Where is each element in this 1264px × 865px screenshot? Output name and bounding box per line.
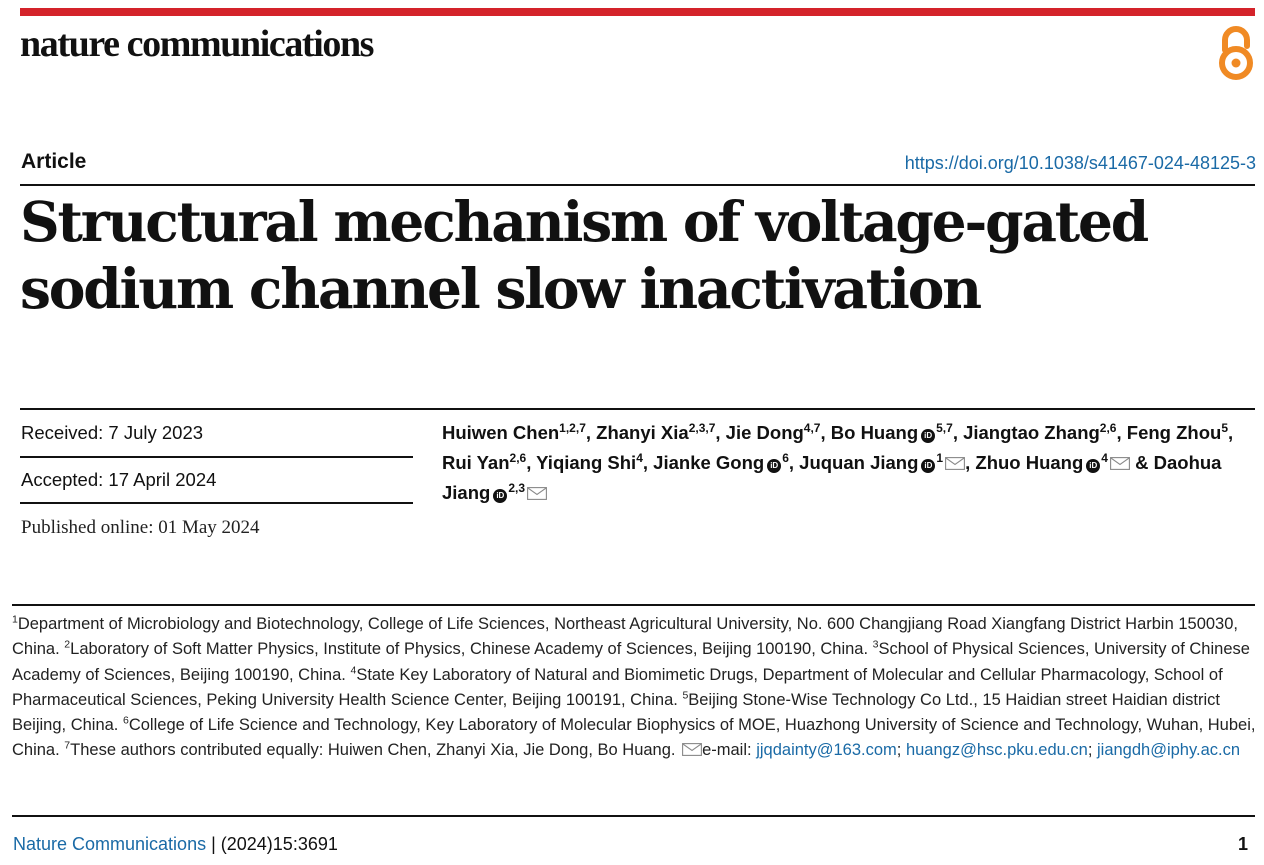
published-date: Published online: 01 May 2024 [21,517,260,538]
email-icon[interactable] [1110,457,1130,470]
author-name: Zhanyi Xia [596,422,689,443]
author-name: Yiqiang Shi [536,452,637,473]
journal-name: nature communications [20,23,374,65]
author-affiliation-ref: 2,6 [509,450,527,465]
email-link[interactable]: huangz@hsc.pku.edu.cn [905,741,1088,760]
orcid-icon[interactable]: iD [921,459,936,473]
affiliation-number: 4 [350,664,357,677]
journal-accent-bar [20,8,1255,16]
affiliation-text: These authors contributed equally: Huiwe… [70,741,676,760]
orcid-icon[interactable]: iD [921,429,936,443]
affiliation-text: Laboratory of Soft Matter Physics, Insti… [70,640,869,659]
author: Feng Zhou5 [1127,422,1228,443]
author-name: Rui Yan [442,452,510,473]
orcid-icon[interactable]: iD [1086,459,1101,473]
affiliation-number: 5 [682,689,689,702]
author-name: Jie Dong [725,422,804,443]
author-affiliation-ref: 4 [1101,450,1108,465]
author-affiliation-ref: 4 [636,450,643,465]
email-label: e-mail: [702,741,752,760]
author-affiliation-ref: 5,7 [936,420,953,435]
author-name: Bo Huang [830,422,919,443]
divider [12,604,1255,606]
affiliation-text: Department of Microbiology and Biotechno… [12,615,1238,659]
divider [20,502,413,504]
email-icon[interactable] [527,487,547,500]
email-icon[interactable] [945,457,966,470]
author-name: Huiwen Chen [442,422,560,443]
affiliation-number: 6 [123,714,129,727]
email-link[interactable]: jiangdh@iphy.ac.cn [1097,741,1241,760]
author: Daohua Jiang iD2,3 [442,452,1221,503]
author-affiliation-ref: 2,3,7 [688,420,716,435]
email-link[interactable]: jjqdainty@163.com [756,741,897,760]
affiliation-text: State Key Laboratory of Natural and Biom… [12,665,1223,709]
affiliation-text: College of Life Science and Technology, … [12,716,1256,760]
author: Zhanyi Xia2,3,7 [596,422,715,443]
author: Yiqiang Shi4 [536,452,643,473]
orcid-icon[interactable]: iD [767,459,782,473]
page-number: 1 [1237,834,1248,854]
author-affiliation-ref: 1,2,7 [559,420,586,435]
author-affiliation-ref: 1 [936,450,944,465]
footer-journal-link[interactable]: Nature Communications [13,834,207,854]
author: Jiangtao Zhang2,6 [963,422,1116,443]
author-affiliation-ref: 2,3 [508,480,526,495]
author-name: Juquan Jiang [799,452,919,473]
author: Rui Yan2,6 [442,452,526,473]
author: Bo Huang iD5,7 [831,422,953,443]
open-access-lock-icon [1219,26,1253,80]
author-affiliation-ref: 2,6 [1099,420,1117,435]
author-name: Daohua Jiang [442,452,1222,503]
title-line-2: sodium channel slow inactivation [20,256,982,321]
author-affiliation-ref: 4,7 [803,420,821,435]
footer-citation: Nature Communications | (2024)15:3691 [13,834,338,854]
divider [12,815,1255,817]
affiliation-text: School of Physical Sciences, University … [12,640,1250,684]
author: Jie Dong4,7 [726,422,821,443]
affiliation-number: 2 [64,638,71,651]
divider [20,184,1255,186]
title-line-1: Structural mechanism of voltage-gated [20,189,1149,254]
author-name: Feng Zhou [1126,422,1222,443]
affiliation-number: 1 [12,613,18,626]
accepted-date: Accepted: 17 April 2024 [21,469,217,490]
affiliation-number: 3 [872,638,879,651]
author-affiliation-ref: 5 [1221,420,1228,435]
author: Juquan Jiang iD1 [799,450,966,473]
footer-volume: (2024)15:3691 [220,834,338,854]
author: Huiwen Chen1,2,7 [442,422,586,443]
email-icon[interactable] [682,743,703,757]
author-name: Jianke Gong [653,452,765,473]
affiliations: 1Department of Microbiology and Biotechn… [12,613,1256,760]
article-type: Article [21,150,87,173]
author: Jianke Gong iD6 [653,452,789,473]
doi-link[interactable]: https://doi.org/10.1038/s41467-024-48125… [904,153,1256,173]
author-name: Zhuo Huang [975,452,1084,473]
orcid-icon[interactable]: iD [493,489,508,503]
divider [20,456,413,458]
author-name: Jiangtao Zhang [963,422,1100,443]
received-date: Received: 7 July 2023 [21,422,204,443]
affiliation-text: Beijing Stone-Wise Technology Co Ltd., 1… [12,690,1220,735]
article-title: Structural mechanism of voltage-gated so… [20,188,1220,322]
author-list: Huiwen Chen1,2,7, Zhanyi Xia2,3,7, Jie D… [442,420,1234,503]
author-affiliation-ref: 6 [782,450,789,465]
divider [20,408,1255,410]
affiliation-number: 7 [64,739,71,752]
author: Zhuo Huang iD4 [975,452,1130,473]
